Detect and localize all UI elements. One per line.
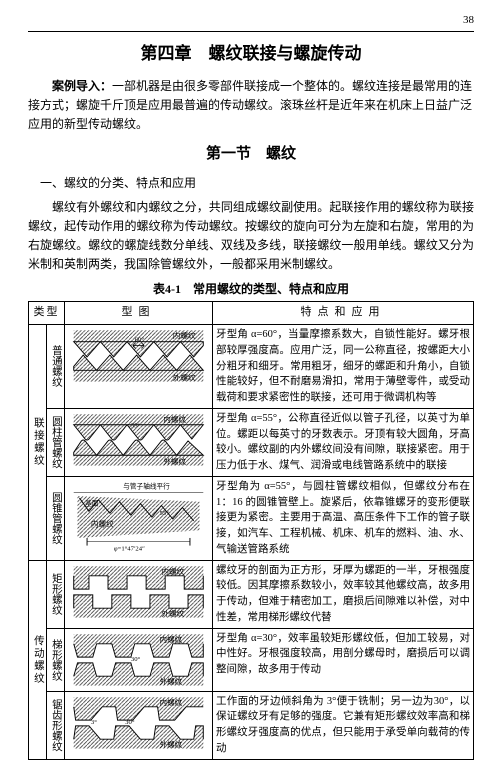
thread-table: 类型 型图 特点和应用 联接螺纹 普通螺纹 内螺纹 bbox=[28, 301, 474, 759]
table-row: 圆锥管螺纹 与管子轴线平行 基面 内螺纹 φ=1°47′24″ 55° bbox=[29, 476, 474, 560]
svg-text:外螺纹: 外螺纹 bbox=[163, 456, 186, 466]
svg-text:外螺纹: 外螺纹 bbox=[161, 607, 184, 617]
svg-text:外螺纹: 外螺纹 bbox=[159, 675, 182, 685]
table-header-row: 类型 型图 特点和应用 bbox=[29, 302, 474, 325]
page-number: 38 bbox=[28, 12, 474, 32]
svg-text:内螺纹: 内螺纹 bbox=[163, 414, 186, 424]
fig-cell-5: 内螺纹 外螺纹 30° bbox=[65, 628, 213, 691]
th-type: 类型 bbox=[29, 302, 65, 325]
row-desc-3: 牙型角为 α=55°，与圆柱管螺纹相似，但螺纹分布在 1：16 的圆锥管壁上。旋… bbox=[213, 476, 474, 560]
fig-cell-6: 内螺纹 外螺纹 3° 30° bbox=[65, 691, 213, 759]
para-1: 螺纹有外螺纹和内螺纹之分，共同组成螺纹副使用。起联接作用的螺纹称为联接螺纹，起传… bbox=[28, 198, 474, 275]
thread-figure-icon: 内螺纹 外螺纹 60° bbox=[68, 327, 209, 385]
th-figure: 型图 bbox=[65, 302, 213, 325]
svg-text:30°: 30° bbox=[131, 656, 141, 663]
row-desc-2: 牙型角 α=55°，公称直径近似以管子孔径，以英寸为单位。螺距以每英寸的牙数表示… bbox=[213, 408, 474, 476]
thread-figure-icon: 内螺纹 外螺纹 55° bbox=[68, 411, 209, 469]
row-name-3: 圆锥管螺纹 bbox=[47, 476, 65, 560]
svg-text:3°: 3° bbox=[91, 719, 97, 726]
fig-cell-4: 内螺纹 外螺纹 bbox=[65, 560, 213, 628]
row-desc-4: 螺纹牙的剖面为正方形，牙厚为螺距的一半，牙根强度较低。因其摩擦系数较小，效率较其… bbox=[213, 560, 474, 628]
fig-cell-3: 与管子轴线平行 基面 内螺纹 φ=1°47′24″ 55° bbox=[65, 476, 213, 560]
table-row: 锯齿形螺纹 内螺纹 外螺纹 3° 30° 工作面的牙边倾斜角为 3°便于铣制；另… bbox=[29, 691, 474, 759]
row-desc-6: 工作面的牙边倾斜角为 3°便于铣制；另一边为30°，以保证螺纹牙有足够的强度。它… bbox=[213, 691, 474, 759]
svg-text:内螺纹: 内螺纹 bbox=[159, 633, 182, 643]
case-intro: 案例导入：一部机器是由很多零部件联接成一个整体的。螺纹连接是最常用的连接方式；螺… bbox=[28, 77, 474, 135]
svg-text:内螺纹: 内螺纹 bbox=[159, 696, 182, 706]
row-name-5: 梯形螺纹 bbox=[47, 628, 65, 691]
svg-text:30°: 30° bbox=[125, 719, 135, 726]
svg-text:基面: 基面 bbox=[85, 498, 99, 507]
svg-text:外螺纹: 外螺纹 bbox=[173, 372, 196, 382]
fig-cell-2: 内螺纹 外螺纹 55° bbox=[65, 408, 213, 476]
table-row: 联接螺纹 普通螺纹 内螺纹 外螺纹 bbox=[29, 325, 474, 409]
cat-connect: 联接螺纹 bbox=[29, 325, 47, 561]
svg-text:φ=1°47′24″: φ=1°47′24″ bbox=[114, 545, 145, 552]
thread-figure-icon: 内螺纹 外螺纹 bbox=[68, 563, 209, 621]
table-row: 传动螺纹 矩形螺纹 内螺纹 外螺纹 螺纹牙的剖面为正方形，牙厚为螺距的一半，牙根… bbox=[29, 560, 474, 628]
cat-drive: 传动螺纹 bbox=[29, 560, 47, 759]
th-desc: 特点和应用 bbox=[213, 302, 474, 325]
row-name-2: 圆柱管螺纹 bbox=[47, 408, 65, 476]
svg-text:60°: 60° bbox=[135, 337, 145, 344]
thread-figure-icon: 内螺纹 外螺纹 30° bbox=[68, 631, 209, 689]
heading-one: 一、螺纹的分类、特点和应用 bbox=[40, 174, 474, 193]
row-name-4: 矩形螺纹 bbox=[47, 560, 65, 628]
row-desc-5: 牙型角 α=30°，效率虽较矩形螺纹低，但加工较易，对中性好。牙根强度较高，用剖… bbox=[213, 628, 474, 691]
row-desc-1: 牙型角 α=60°，当量摩擦系数大，自锁性能好。螺牙根部较厚强度高。应用广泛，同… bbox=[213, 325, 474, 409]
row-name-6: 锯齿形螺纹 bbox=[47, 691, 65, 759]
thread-figure-icon: 内螺纹 外螺纹 3° 30° bbox=[68, 694, 209, 752]
svg-text:55°: 55° bbox=[131, 422, 141, 429]
row-name-1: 普通螺纹 bbox=[47, 325, 65, 409]
svg-text:内螺纹: 内螺纹 bbox=[91, 518, 114, 528]
chapter-title: 第四章 螺纹联接与螺旋传动 bbox=[28, 40, 474, 67]
svg-text:内螺纹: 内螺纹 bbox=[173, 330, 196, 340]
intro-label: 案例导入： bbox=[52, 79, 112, 93]
fig-cell-1: 内螺纹 外螺纹 60° bbox=[65, 325, 213, 409]
svg-text:内螺纹: 内螺纹 bbox=[161, 565, 184, 575]
svg-text:55°: 55° bbox=[159, 510, 169, 517]
table-caption: 表4-1 常用螺纹的类型、特点和应用 bbox=[28, 280, 474, 299]
table-row: 圆柱管螺纹 内螺纹 外螺纹 55° 牙型角 α=55°，公称直径近似以管子孔径，… bbox=[29, 408, 474, 476]
svg-text:与管子轴线平行: 与管子轴线平行 bbox=[123, 481, 170, 490]
section-title: 第一节 螺纹 bbox=[28, 142, 474, 166]
svg-text:外螺纹: 外螺纹 bbox=[159, 738, 182, 748]
thread-figure-icon: 与管子轴线平行 基面 内螺纹 φ=1°47′24″ 55° bbox=[68, 479, 209, 555]
table-row: 梯形螺纹 内螺纹 外螺纹 30° 牙型角 α=30°，效率虽较矩形螺纹低，但加工… bbox=[29, 628, 474, 691]
